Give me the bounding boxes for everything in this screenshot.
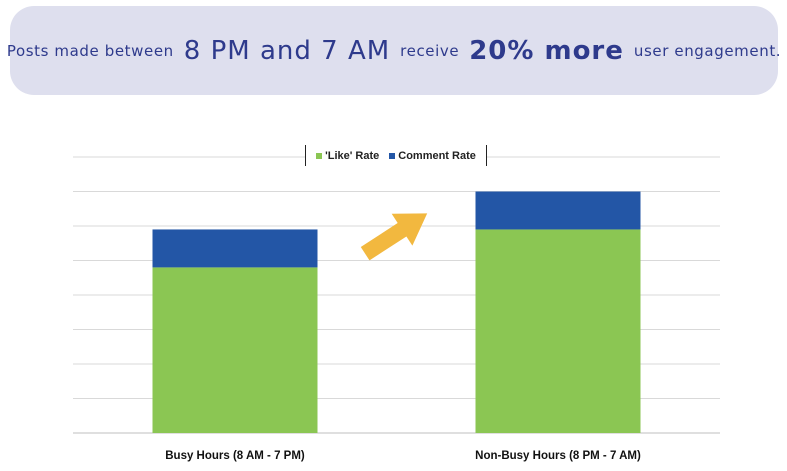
banner-percentage: 20% more (469, 35, 624, 66)
like-swatch (316, 152, 323, 159)
banner-text-3: user engagement. (633, 41, 782, 60)
bar-like-non-busy (475, 229, 641, 433)
arrow-annotation (360, 213, 428, 261)
legend-label-comment: Comment Rate (398, 149, 476, 162)
bar-comment-non-busy (475, 191, 641, 230)
x-tick-label-non-busy: Non-Busy Hours (8 PM - 7 AM) (475, 450, 641, 462)
banner-text-1: Posts made between (6, 41, 174, 60)
x-tick-label-busy: Busy Hours (8 AM - 7 PM) (165, 450, 305, 462)
legend-item-like: 'Like' Rate (316, 150, 379, 162)
banner-time-range: 8 PM and 7 AM (183, 35, 391, 66)
chart-legend: 'Like' Rate Comment Rate (305, 145, 487, 166)
bar-comment-busy (152, 229, 318, 268)
headline-banner: Posts made between 8 PM and 7 AM receive… (6, 6, 782, 95)
legend-item-comment: Comment Rate (389, 150, 476, 162)
legend-label-like: 'Like' Rate (325, 149, 380, 162)
bar-like-busy (152, 267, 318, 433)
comment-swatch (389, 152, 396, 159)
upward-arrow-icon (360, 213, 428, 261)
banner-text-2: receive (400, 41, 460, 60)
bars (152, 191, 641, 433)
